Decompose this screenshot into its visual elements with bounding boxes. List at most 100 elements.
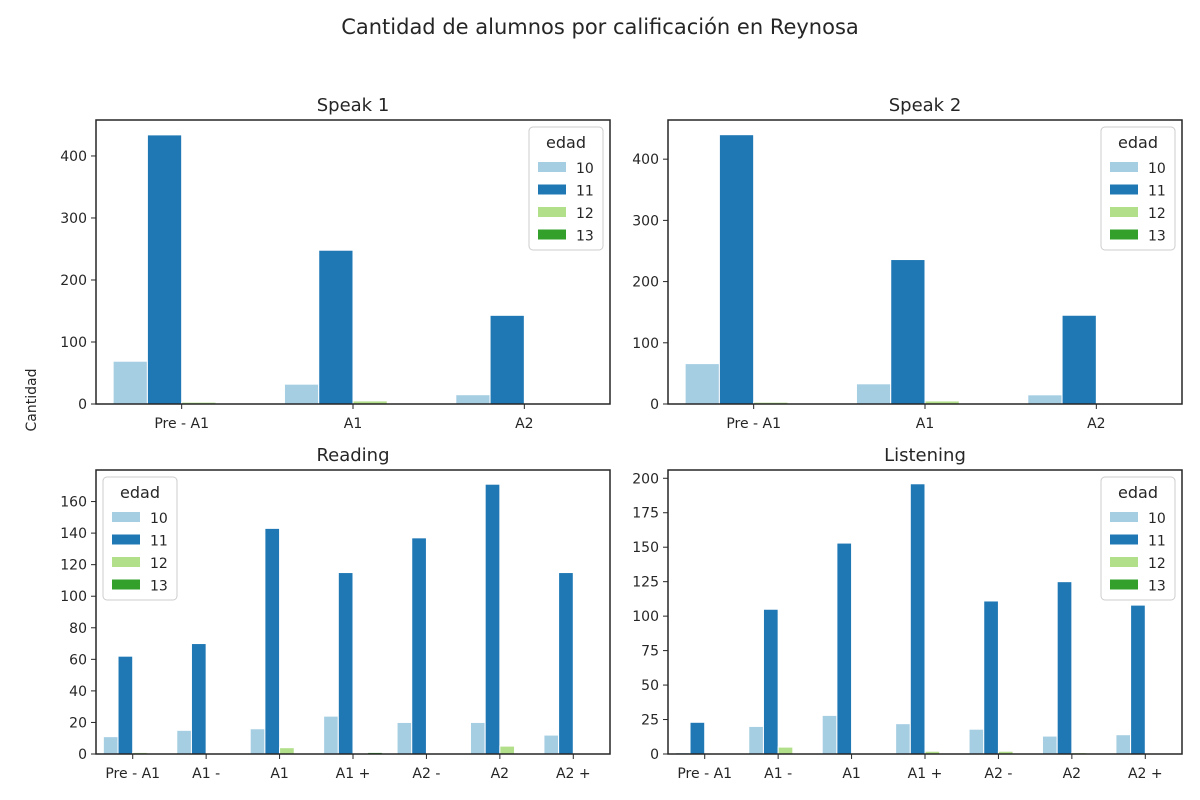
y-tick-label: 100 — [60, 335, 87, 351]
bar — [968, 728, 985, 755]
bar — [777, 746, 794, 755]
legend-swatch — [538, 229, 566, 240]
legend-entry: 12 — [1148, 206, 1166, 222]
y-tick-label: 300 — [632, 213, 659, 229]
bar — [323, 715, 339, 755]
y-tick-label: 400 — [632, 152, 659, 168]
y-tick-label: 120 — [60, 558, 87, 574]
subplot-reading: Reading 0 20 40 60 80 100 120 140 160 Pre - A1 A1 -… — [60, 445, 611, 782]
x-tick-label: A1 + — [336, 766, 371, 782]
y-tick-label: 25 — [641, 713, 659, 729]
x-tick-label: A1 — [842, 766, 860, 782]
y-tick-label: 140 — [60, 526, 87, 542]
legend-swatch — [538, 207, 566, 217]
y-tick-label: 75 — [641, 644, 659, 660]
legend-swatch — [1110, 512, 1138, 522]
bar — [684, 363, 720, 405]
bar — [762, 608, 779, 755]
bar — [909, 483, 926, 755]
legend-entry: 11 — [150, 534, 168, 550]
y-tick-label: 200 — [632, 471, 659, 487]
legend-entry: 10 — [576, 161, 594, 177]
y-tick-label: 0 — [650, 747, 659, 763]
bar — [249, 728, 266, 755]
y-tick-label: 125 — [632, 575, 659, 591]
legend-entry: 12 — [576, 206, 594, 222]
bar — [489, 314, 525, 405]
y-tick-label: 160 — [60, 495, 87, 511]
bar — [895, 723, 911, 755]
bar — [455, 394, 491, 405]
legend-title: edad — [1118, 483, 1158, 502]
y-tick-label: 400 — [60, 149, 87, 165]
legend-swatch — [112, 534, 140, 545]
legend-swatch — [1110, 207, 1138, 217]
y-tick-label: 100 — [632, 336, 659, 352]
subplot-title: Reading — [316, 445, 389, 466]
bar — [117, 655, 134, 755]
x-tick-label: A2 — [1087, 416, 1105, 432]
bar — [146, 134, 183, 405]
x-tick-label: A2 + — [556, 766, 591, 782]
subplot-listening: Listening 0 25 50 75 100 125 150 175 200 Pre - A1 A… — [632, 445, 1183, 782]
bar — [821, 714, 838, 755]
bar — [337, 572, 354, 755]
bar — [283, 383, 320, 405]
subplot-title: Speak 2 — [889, 95, 962, 116]
bar — [279, 747, 295, 755]
bar — [890, 259, 926, 405]
subplot-title: Listening — [884, 445, 966, 466]
legend: edad 10 11 12 13 — [1100, 126, 1176, 251]
x-tick-label: Pre - A1 — [677, 766, 732, 782]
x-tick-label: A1 - — [764, 766, 792, 782]
x-tick-label: A2 — [491, 766, 509, 782]
x-tick-label: A1 — [270, 766, 288, 782]
legend-entry: 10 — [1148, 511, 1166, 527]
legend-swatch — [112, 579, 140, 590]
legend-swatch — [1110, 229, 1138, 240]
x-tick-label: A1 - — [192, 766, 220, 782]
bar — [836, 542, 853, 755]
shared-y-axis-label: Cantidad — [24, 369, 40, 432]
y-tick-label: 40 — [69, 684, 87, 700]
plot-frame — [667, 119, 1183, 405]
y-tick-label: 0 — [78, 747, 87, 763]
legend-swatch — [112, 557, 140, 567]
x-tick-label: A1 + — [908, 766, 943, 782]
legend: edad 10 11 12 13 — [528, 126, 604, 251]
legend-swatch — [1110, 162, 1138, 172]
x-tick-label: Pre - A1 — [726, 416, 781, 432]
legend: edad 10 11 12 13 — [102, 476, 178, 601]
legend-title: edad — [120, 483, 160, 502]
bar — [1115, 734, 1132, 755]
legend-title: edad — [1118, 133, 1158, 152]
y-tick-label: 60 — [69, 652, 87, 668]
legend-entry: 11 — [1148, 184, 1166, 200]
legend-entry: 11 — [576, 184, 594, 200]
bar — [1027, 394, 1063, 405]
x-tick-label: Pre - A1 — [154, 416, 209, 432]
x-tick-label: A1 — [344, 416, 362, 432]
bar — [1061, 314, 1097, 405]
legend-swatch — [1110, 534, 1138, 545]
y-tick-label: 200 — [632, 275, 659, 291]
bar — [1056, 581, 1073, 755]
bar — [689, 721, 706, 755]
legend-swatch — [112, 512, 140, 522]
y-tick-label: 175 — [632, 506, 659, 522]
x-tick-label: A1 — [916, 416, 934, 432]
bar — [112, 360, 148, 405]
figure-title: Cantidad de alumnos por calificación en … — [341, 15, 859, 39]
legend-entry: 10 — [150, 511, 168, 527]
plot-frame — [667, 469, 1183, 755]
y-tick-label: 150 — [632, 540, 659, 556]
bar — [543, 734, 560, 755]
x-tick-label: A2 - — [984, 766, 1012, 782]
bar — [983, 600, 999, 755]
bar — [396, 721, 413, 755]
subplot-title: Speak 1 — [317, 95, 390, 116]
legend-swatch — [1110, 184, 1138, 195]
legend-entry: 11 — [1148, 534, 1166, 550]
